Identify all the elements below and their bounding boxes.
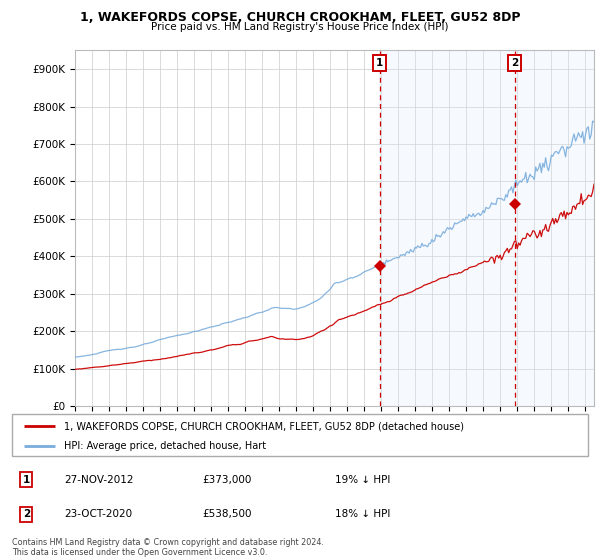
- Text: 18% ↓ HPI: 18% ↓ HPI: [335, 510, 390, 519]
- Text: Contains HM Land Registry data © Crown copyright and database right 2024.
This d: Contains HM Land Registry data © Crown c…: [12, 538, 324, 557]
- Text: 19% ↓ HPI: 19% ↓ HPI: [335, 475, 390, 484]
- Text: 2: 2: [23, 510, 30, 519]
- Text: 1, WAKEFORDS COPSE, CHURCH CROOKHAM, FLEET, GU52 8DP: 1, WAKEFORDS COPSE, CHURCH CROOKHAM, FLE…: [80, 11, 520, 24]
- Text: 1, WAKEFORDS COPSE, CHURCH CROOKHAM, FLEET, GU52 8DP (detached house): 1, WAKEFORDS COPSE, CHURCH CROOKHAM, FLE…: [64, 421, 464, 431]
- Text: 1: 1: [23, 475, 30, 484]
- Text: HPI: Average price, detached house, Hart: HPI: Average price, detached house, Hart: [64, 441, 266, 451]
- Text: 23-OCT-2020: 23-OCT-2020: [64, 510, 132, 519]
- Text: 2: 2: [511, 58, 518, 68]
- Text: 1: 1: [376, 58, 383, 68]
- Text: 27-NOV-2012: 27-NOV-2012: [64, 475, 133, 484]
- Text: £538,500: £538,500: [202, 510, 251, 519]
- Text: Price paid vs. HM Land Registry's House Price Index (HPI): Price paid vs. HM Land Registry's House …: [151, 22, 449, 32]
- Text: £373,000: £373,000: [202, 475, 251, 484]
- Bar: [380, 50, 600, 406]
